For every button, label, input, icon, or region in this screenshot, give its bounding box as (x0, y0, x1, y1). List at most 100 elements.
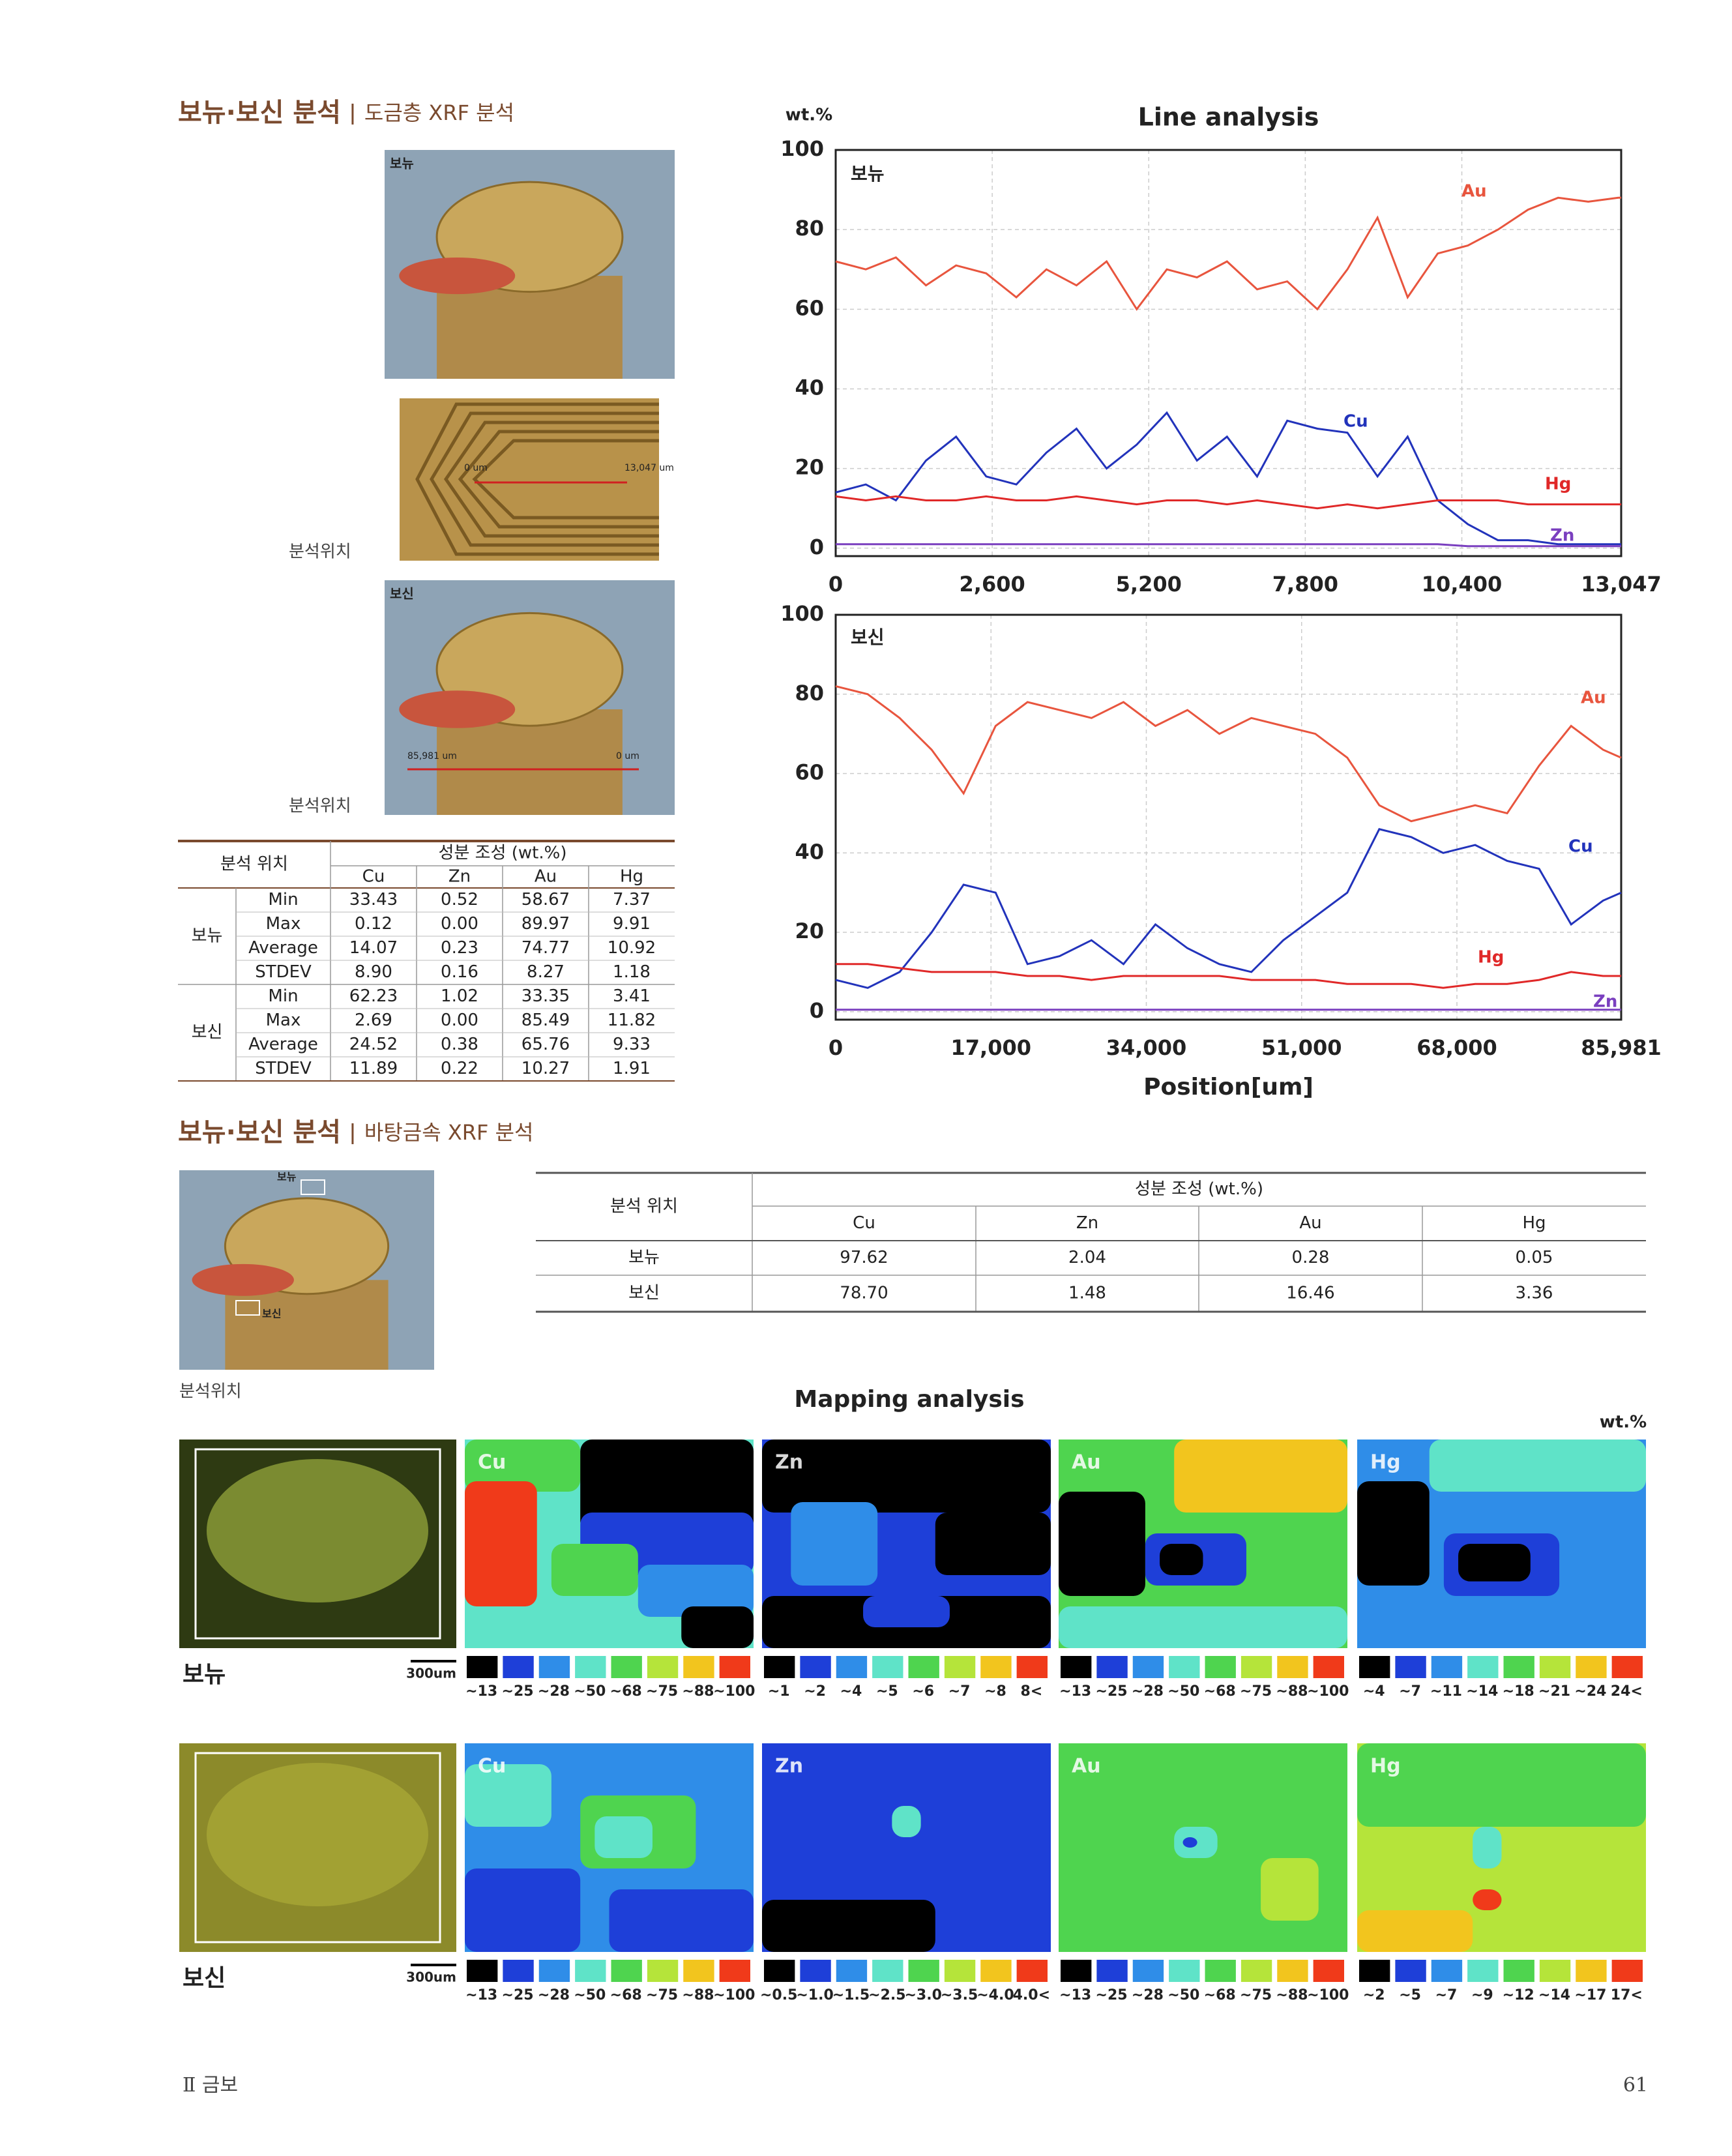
photo-groove (415, 402, 659, 556)
legend-label: ~50 (1167, 1683, 1199, 1700)
photo-groove (458, 430, 659, 529)
legend-label: ~1.5 (832, 1987, 870, 2003)
table-cell: Max (266, 914, 301, 934)
x-axis-label: Position[um] (1143, 1074, 1314, 1100)
legend-swatch (719, 1960, 750, 1982)
map-region (1473, 1827, 1502, 1868)
legend-swatch (503, 1960, 534, 1982)
legend-label: ~1.0 (796, 1987, 833, 2003)
map-region (1059, 1492, 1145, 1596)
photo-groove (472, 439, 659, 520)
panel-label: 보뉴 (851, 163, 885, 185)
map-region (1160, 1544, 1203, 1575)
micro-photo-area (207, 1763, 428, 1906)
map-region (465, 1868, 581, 1952)
map-region (594, 1816, 653, 1858)
plot-frame (834, 149, 1622, 557)
micro-frame (194, 1752, 441, 1943)
map-element: Hg (1370, 1755, 1401, 1778)
photo-label: 13,047 um (624, 463, 674, 473)
legend-label: 17< (1611, 1987, 1643, 2003)
legend-label: ~3.0 (904, 1987, 941, 2003)
legend-swatch (503, 1656, 534, 1678)
table-cell: 0.38 (441, 1035, 478, 1054)
legend-label: ~68 (1204, 1683, 1236, 1700)
section-subtitle: 바탕금속 XRF 분석 (364, 1120, 534, 1145)
legend-swatch (467, 1960, 498, 1982)
legend-swatch (1539, 1656, 1571, 1678)
photo-label: 보신 (262, 1308, 281, 1320)
legend-swatch (1313, 1960, 1344, 1982)
table-cell: 3.36 (1516, 1284, 1553, 1303)
legend-label: ~75 (646, 1987, 678, 2003)
table-cell: 1.02 (441, 986, 478, 1006)
map-region (1357, 1910, 1473, 1952)
map-region (935, 1513, 1051, 1575)
legend-label: ~13 (1059, 1683, 1091, 1700)
series-line (835, 828, 1622, 989)
table-cell: 78.70 (840, 1284, 888, 1303)
legend-label: ~100 (713, 1987, 755, 2003)
photo-caption: 분석위치 (289, 797, 351, 816)
legend-label: ~4.0 (976, 1987, 1014, 2003)
table-cell: 58.67 (521, 890, 570, 909)
legend-swatch (1431, 1656, 1463, 1678)
legend-label: ~100 (1307, 1987, 1349, 2003)
table-cell: 0.00 (441, 914, 478, 934)
legend-label: ~7 (1399, 1683, 1421, 1700)
legend-label: ~11 (1430, 1683, 1462, 1700)
legend-swatch (1611, 1656, 1643, 1678)
table-cell: 2.69 (355, 1011, 392, 1030)
x-tick-label: 10,400 (1422, 572, 1502, 597)
map-region (1182, 1837, 1197, 1848)
map-region (762, 1440, 1051, 1513)
table-header: Zn (1076, 1213, 1098, 1233)
series-label: Au (1581, 688, 1606, 708)
legend-swatch (980, 1656, 1012, 1678)
micro-frame (194, 1448, 441, 1640)
table-header: Zn (448, 867, 471, 887)
table-header: Cu (362, 867, 385, 887)
y-tick-label: 20 (795, 455, 824, 480)
table-cell: 62.23 (349, 986, 398, 1006)
table-cell: 65.76 (521, 1035, 570, 1054)
y-tick-label: 80 (795, 681, 824, 705)
mapping-unit: wt.% (1600, 1413, 1647, 1432)
legend-swatch (1467, 1960, 1499, 1982)
y-tick-label: 0 (810, 535, 824, 559)
table-cell: 33.35 (521, 986, 570, 1006)
legend-swatch (467, 1656, 498, 1678)
table-header: Cu (853, 1213, 875, 1233)
legend-label: ~9 (1471, 1987, 1493, 2003)
legend-label: ~28 (1132, 1683, 1164, 1700)
table-cell: 85.49 (521, 1011, 570, 1030)
legend-swatch (1240, 1656, 1272, 1678)
footer-section: Ⅱ 금보 (183, 2074, 238, 2097)
legend-swatch (611, 1656, 642, 1678)
table-cell: 74.77 (521, 938, 570, 958)
legend-swatch (1169, 1960, 1200, 1982)
legend-label: ~28 (538, 1683, 570, 1700)
table-header: 성분 조성 (wt.%) (439, 844, 567, 863)
map-region (1429, 1440, 1646, 1492)
series-line (835, 495, 1621, 510)
legend-label: ~25 (1096, 1683, 1128, 1700)
series-label: Zn (1593, 992, 1617, 1012)
series-label: Hg (1545, 475, 1571, 494)
photo-label: 보신 (390, 586, 414, 602)
x-tick-label: 85,981 (1581, 1035, 1661, 1060)
legend-swatch (719, 1656, 750, 1678)
photo-tassel (399, 257, 516, 295)
x-tick-label: 2,600 (960, 572, 1025, 597)
x-tick-label: 0 (829, 572, 843, 597)
table-cell: 9.33 (613, 1035, 651, 1054)
legend-swatch (1132, 1960, 1164, 1982)
legend-label: ~2 (804, 1683, 826, 1700)
series-label: Zn (1550, 526, 1574, 546)
y-tick-label: 100 (780, 136, 824, 161)
photo-label: 85,981 um (407, 751, 457, 761)
legend-label: ~68 (610, 1683, 642, 1700)
photo-tassel (399, 690, 516, 728)
legend-label: ~24 (1574, 1683, 1606, 1700)
